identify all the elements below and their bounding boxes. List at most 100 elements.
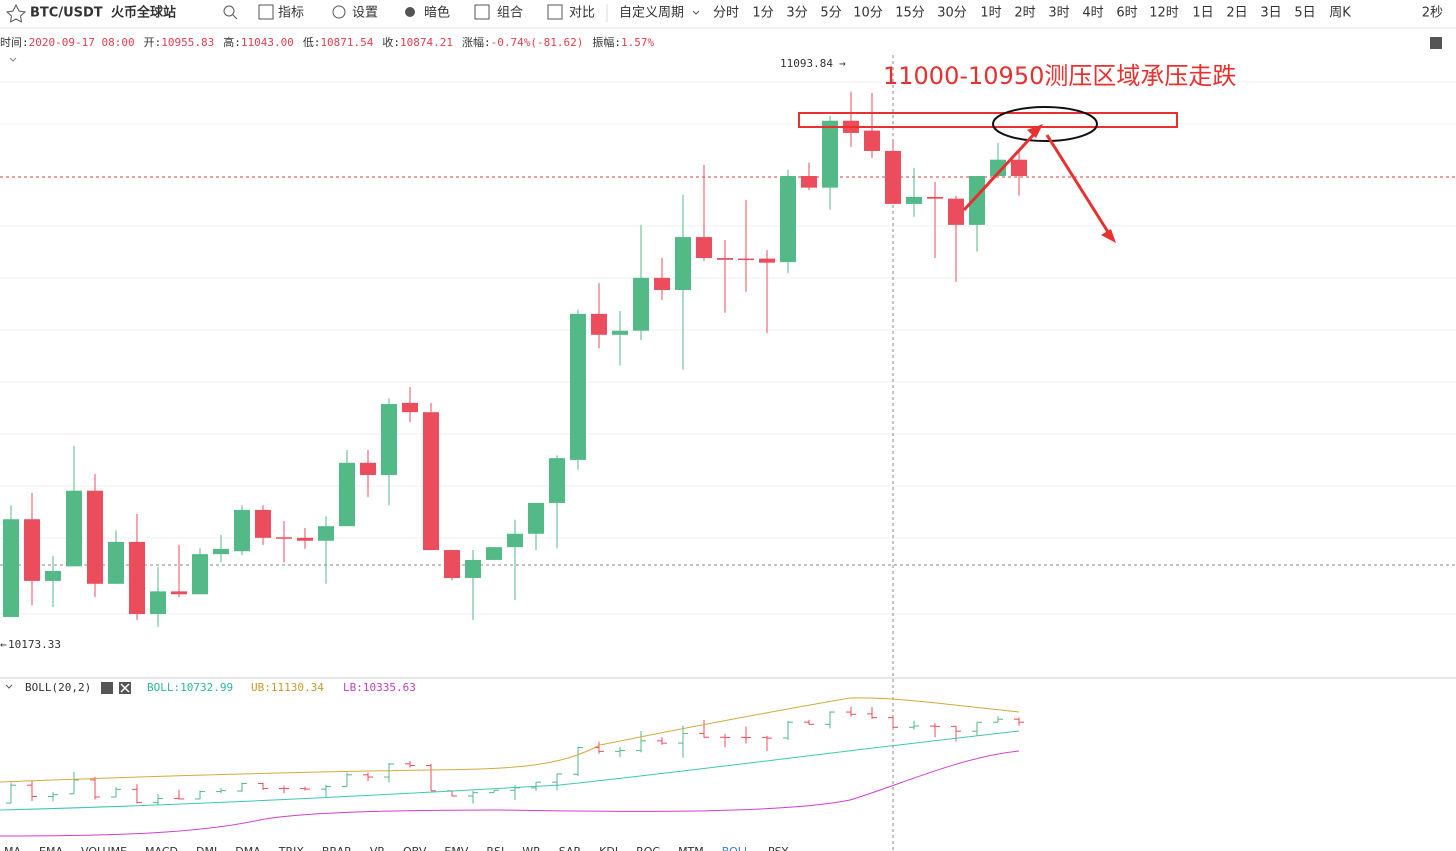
star-icon[interactable] [5, 3, 27, 23]
candle-body [66, 490, 82, 567]
candle-body [276, 537, 292, 539]
candle-body [906, 196, 922, 204]
indicator-tab[interactable]: RSI [486, 845, 504, 851]
candle-body [45, 570, 61, 581]
candle-body [990, 159, 1006, 176]
settings-icon[interactable] [101, 682, 113, 694]
indicator-tab[interactable]: TRIX [278, 845, 305, 851]
annotation-arrow [1045, 134, 1110, 233]
icon [474, 4, 490, 20]
info-item: 开:10955.83 [144, 34, 215, 50]
candle-body [150, 591, 166, 615]
indicator-tab[interactable]: BOLL [722, 845, 751, 851]
ub-value: UB:11130.34 [251, 681, 324, 694]
indicator-tab[interactable]: ROC [636, 845, 660, 851]
period[interactable]: 1分 [752, 6, 773, 21]
candle-body [633, 277, 649, 331]
candle-body [549, 458, 565, 503]
fullscreen-icon[interactable] [1430, 37, 1442, 49]
indicator-tab[interactable]: EMA [39, 845, 63, 851]
arrow: ← [0, 638, 7, 651]
candle-body [507, 533, 523, 548]
period[interactable]: 4时 [1082, 6, 1103, 21]
period[interactable]: 6时 [1116, 6, 1137, 21]
info-item: 收:10874.21 [382, 34, 453, 50]
period[interactable]: 15分 [895, 6, 925, 21]
info-item: 振幅:1.57% [592, 34, 654, 50]
info-value: 10955.83 [161, 36, 215, 49]
candle-body [948, 198, 964, 225]
arrow: → [839, 57, 846, 70]
indicator-tab[interactable]: EMV [444, 845, 468, 851]
period[interactable]: 3日 [1260, 6, 1281, 21]
indicator-tab[interactable]: BRAR [322, 845, 352, 851]
candle-body [1011, 159, 1027, 176]
candle-body [885, 150, 901, 204]
period[interactable]: 30分 [937, 6, 967, 21]
info-value: -0.74%(-81.62) [490, 36, 584, 49]
period[interactable]: 3时 [1048, 6, 1069, 21]
toolbar-tool[interactable]: 暗色 [424, 5, 450, 21]
candle-body [360, 462, 376, 476]
candle-body [612, 330, 628, 335]
period[interactable]: 分时 [713, 6, 739, 21]
period[interactable]: 10分 [853, 6, 883, 21]
toolbar-tool[interactable]: 对比 [569, 6, 595, 21]
search-icon[interactable] [223, 5, 235, 17]
collapse-caret[interactable] [5, 684, 13, 689]
candle-body [192, 554, 208, 595]
low-label: 10173.33 [8, 638, 61, 651]
indicator-tab[interactable]: MA [4, 845, 21, 851]
period[interactable]: 2日 [1226, 6, 1247, 21]
candle-body [255, 509, 271, 538]
period[interactable]: 5分 [820, 6, 841, 21]
symbol: BTC/USDT [30, 6, 103, 21]
close-x [120, 683, 130, 693]
info-value: 10871.54 [320, 36, 374, 49]
indicator-tab[interactable]: MACD [145, 845, 178, 851]
info-label: 时间: [0, 36, 29, 49]
indicator-tab[interactable]: KDJ [599, 845, 618, 851]
indicator-tab[interactable]: VOLUME [81, 845, 127, 851]
info-label: 涨幅: [462, 36, 491, 49]
toolbar-tool[interactable]: 指标 [278, 6, 304, 21]
indicator-tab[interactable]: SAR [559, 845, 582, 851]
period[interactable]: 1时 [980, 6, 1001, 21]
icon [332, 5, 346, 19]
period[interactable]: 12时 [1149, 6, 1179, 21]
indicator-tab[interactable]: MTM [678, 845, 704, 851]
candle-body [486, 547, 502, 560]
refresh[interactable]: 2秒 [1422, 6, 1443, 21]
period[interactable]: 周K [1329, 6, 1351, 21]
indicator-tab[interactable]: OBV [403, 845, 427, 851]
info-label: 低: [302, 36, 321, 49]
toolbar-bg [0, 0, 1456, 28]
indicator-tab[interactable]: DMA [235, 845, 261, 851]
period[interactable]: 2时 [1014, 6, 1035, 21]
boll-mid-line [0, 730, 1020, 811]
arrowhead [1101, 229, 1116, 243]
icon [547, 4, 563, 20]
custom-period[interactable]: 自定义周期 [619, 6, 684, 21]
candle-body [444, 550, 460, 578]
indicator-tab[interactable]: DMI [196, 845, 217, 851]
candle-body [738, 258, 754, 261]
collapse-caret[interactable] [9, 57, 17, 62]
toolbar-tool[interactable]: 设置 [352, 6, 378, 21]
candle-body [108, 541, 124, 584]
indicator-tab[interactable]: PSY [768, 845, 789, 851]
indicator-tab[interactable]: WR [522, 845, 541, 851]
period[interactable]: 3分 [786, 6, 807, 21]
toolbar-tool[interactable]: 组合 [497, 6, 523, 21]
candle-body [297, 537, 313, 541]
dropdown-caret [692, 10, 700, 15]
exchange: 火币全球站 [111, 5, 176, 21]
period[interactable]: 5日 [1294, 6, 1315, 21]
candle-body [213, 548, 229, 555]
indicator-tab[interactable]: VR [370, 845, 386, 851]
candle-body [654, 277, 670, 291]
period[interactable]: 1日 [1192, 6, 1213, 21]
icon [258, 4, 274, 20]
search-icon-handle [232, 14, 238, 20]
candle-body [717, 258, 733, 260]
